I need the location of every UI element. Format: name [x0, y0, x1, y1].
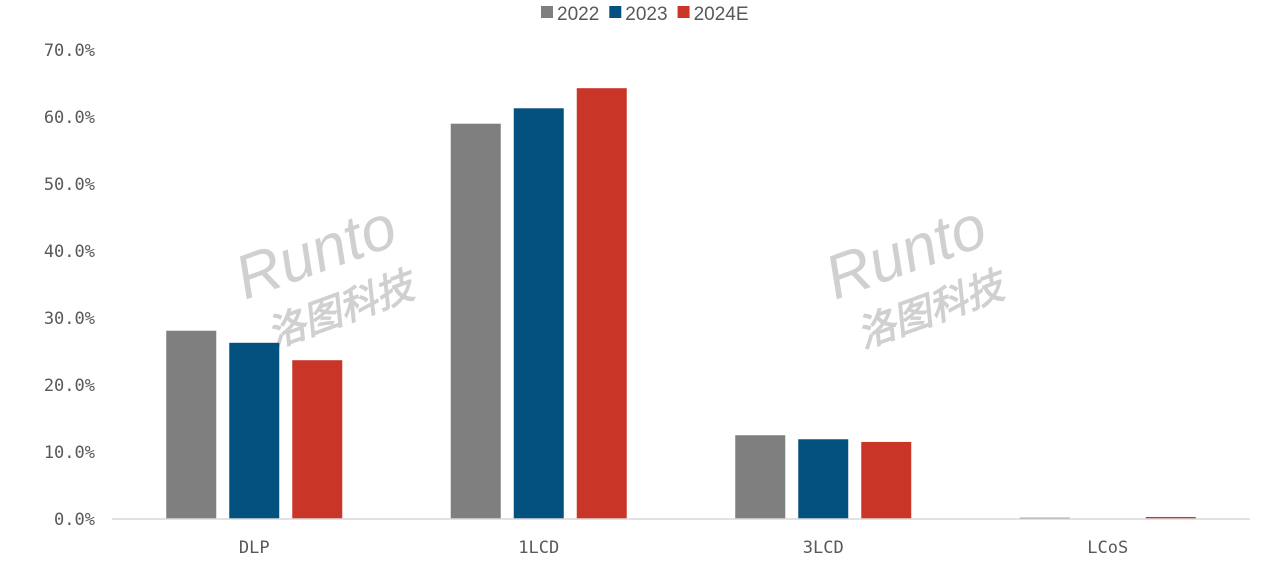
- bar-1LCD-2022: [450, 123, 501, 519]
- y-axis: 0.0% 10.0% 20.0% 30.0% 40.0% 50.0% 60.0% 70.0%: [44, 41, 95, 530]
- bar-3LCD-2022: [735, 435, 786, 519]
- y-tick-label: 70.0%: [44, 41, 95, 61]
- bars: [166, 88, 1196, 519]
- bar-DLP-2023: [229, 342, 280, 519]
- legend: 2022 2023 2024E: [541, 4, 749, 25]
- legend-label: 2022: [557, 4, 599, 25]
- y-tick-label: 10.0%: [44, 443, 95, 463]
- legend-swatch: [541, 6, 553, 18]
- x-tick-label: 1LCD: [518, 538, 559, 558]
- bar-3LCD-2023: [798, 439, 849, 519]
- bar-LCoS-2024E: [1145, 516, 1196, 519]
- legend-swatch: [609, 6, 622, 18]
- y-tick-label: 40.0%: [44, 242, 95, 262]
- y-tick-label: 20.0%: [44, 376, 95, 396]
- x-tick-label: LCoS: [1087, 538, 1128, 558]
- legend-label: 2023: [625, 4, 667, 25]
- x-axis: DLP 1LCD 3LCD LCoS: [239, 538, 1128, 558]
- y-tick-label: 50.0%: [44, 175, 95, 195]
- y-tick-label: 60.0%: [44, 108, 95, 128]
- legend-label: 2024E: [694, 4, 749, 25]
- bar-DLP-2022: [166, 330, 217, 519]
- bar-1LCD-2024E: [576, 88, 627, 519]
- legend-swatch: [677, 6, 690, 18]
- y-tick-label: 30.0%: [44, 309, 95, 329]
- y-tick-label: 0.0%: [54, 510, 95, 530]
- bar-1LCD-2023: [513, 108, 564, 519]
- bar-3LCD-2024E: [861, 441, 912, 519]
- x-tick-label: DLP: [239, 538, 270, 558]
- x-tick-label: 3LCD: [803, 538, 844, 558]
- bar-DLP-2024E: [292, 360, 343, 519]
